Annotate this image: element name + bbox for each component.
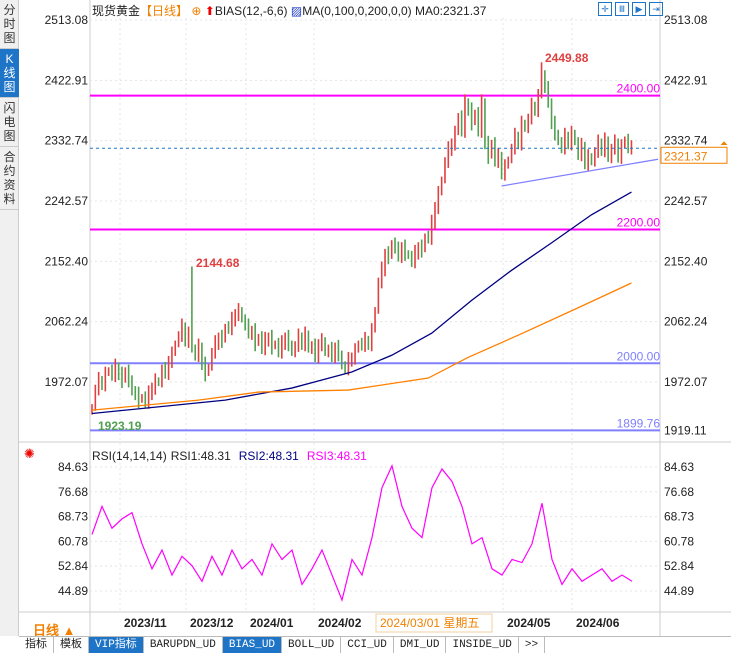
date-label: 2024/02 — [318, 616, 362, 630]
tab-bias[interactable]: BIAS_UD — [222, 637, 283, 653]
price-tick-left: 2152.40 — [45, 254, 89, 268]
ma-chart-icon: ▨ — [290, 4, 303, 18]
play-icon[interactable]: ▶ — [632, 2, 646, 16]
rsi-tick-left: 76.68 — [58, 485, 88, 499]
rsi-title: RSI(14,14,14) — [92, 449, 167, 463]
price-tick-right: 2332.74 — [664, 134, 708, 148]
rsi-header: RSI(14,14,14) RSI1:48.31 RSI2:48.31 RSI3:48… — [92, 449, 367, 463]
scroll-up-icon: ⏶ — [720, 138, 728, 149]
price-tick-right: 2242.57 — [664, 194, 708, 208]
cursor-date: 2024/03/01 星期五 — [380, 616, 479, 630]
ma0-value: MA0:2321.37 — [414, 4, 487, 18]
date-label: 2024/01 — [250, 616, 294, 630]
sidebar-tab-timeshare[interactable]: 分时图 — [0, 0, 19, 49]
rsi2-value: RSI2:48.31 — [239, 449, 299, 463]
rsi1-value: RSI1:48.31 — [171, 449, 231, 463]
rsi3-value: RSI3:48.31 — [307, 449, 367, 463]
rsi-tick-left: 68.73 — [58, 510, 88, 524]
price-tick-left: 2332.74 — [45, 134, 89, 148]
price-tick-left: 1972.07 — [45, 375, 89, 389]
crosshair-icon[interactable]: ✛ — [598, 2, 612, 16]
level-label: 2400.00 — [617, 82, 661, 96]
tab-dmi[interactable]: DMI_UD — [394, 637, 447, 653]
period-selector-label: 日线 — [33, 623, 60, 638]
rsi-tick-right: 52.84 — [664, 559, 694, 573]
period-label[interactable]: 【日线】 — [140, 4, 189, 18]
date-label: 2023/11 — [124, 616, 167, 630]
tab-boll[interactable]: BOLL_UD — [282, 637, 342, 653]
bias-indicator[interactable]: BIAS(12,-6,6) — [214, 4, 288, 18]
tab-templates[interactable]: 模板 — [54, 637, 89, 653]
tab-indicators[interactable]: 指标 — [19, 637, 54, 653]
price-tick-right-extra: 1919.11 — [664, 423, 707, 437]
cursor-date-box — [375, 613, 493, 633]
date-label: 2024/05 — [507, 616, 551, 630]
rsi-settings-icon: ✺ — [24, 446, 35, 461]
price-tick-right: 2152.40 — [664, 254, 708, 268]
price-tick-left: 2242.57 — [45, 194, 89, 208]
high-annotation: 2144.68 — [196, 256, 240, 270]
sidebar-tab-kline[interactable]: K线图 — [0, 49, 19, 98]
sidebar-tab-contract-info[interactable]: 合约资料 — [0, 147, 19, 210]
date-label: 2024/06 — [576, 616, 620, 630]
tab-cci[interactable]: CCI_UD — [341, 637, 394, 653]
price-tick-left: 2422.91 — [45, 73, 89, 87]
low-annotation: 1923.19 — [98, 419, 142, 433]
sidebar-tab-flash[interactable]: 闪电图 — [0, 98, 19, 147]
price-tick-left: 2513.08 — [45, 13, 89, 27]
tab-more[interactable]: >> — [519, 637, 546, 653]
current-price-box — [660, 146, 728, 164]
price-tick-right: 2513.08 — [664, 13, 708, 27]
current-price-label: 2321.37 — [664, 149, 708, 163]
tab-inside[interactable]: INSIDE_UD — [446, 637, 519, 653]
rsi-tick-right: 76.68 — [664, 485, 694, 499]
trend-line — [501, 158, 659, 187]
price-tick-right: 1972.07 — [664, 375, 708, 389]
rsi-tick-left: 52.84 — [58, 559, 88, 573]
level-label: 2000.00 — [617, 349, 661, 363]
ma100-line — [91, 191, 632, 415]
tab-barupdn[interactable]: BARUPDN_UD — [144, 637, 223, 653]
chart-header: 现货黄金【日线】 ⊕ ⬆BIAS(12,-6,6) ▨MA(0,100,0,20… — [92, 2, 486, 19]
ma-indicator[interactable]: MA(0,100,0,200,0,0) — [302, 4, 412, 18]
rsi-tick-right: 44.89 — [664, 584, 694, 598]
zoom-range-icon[interactable]: Ⅲ — [615, 2, 629, 16]
price-tick-right: 2422.91 — [664, 73, 708, 87]
symbol-name: 现货黄金 — [92, 4, 141, 18]
indicator-tabs: 指标 模板 VIP指标 BARUPDN_UD BIAS_UD BOLL_UD C… — [19, 636, 731, 653]
date-label: 2023/12 — [190, 616, 234, 630]
sidebar: 分时图 K线图 闪电图 合约资料 — [0, 0, 19, 636]
price-tick-right: 2062.24 — [664, 315, 708, 329]
rsi-tick-left: 44.89 — [58, 584, 88, 598]
target-icon[interactable]: ⊕ — [191, 4, 202, 18]
ma200-line — [91, 282, 632, 411]
up-arrow-icon: ⬆ — [204, 4, 215, 18]
rsi-tick-left: 60.78 — [58, 534, 88, 548]
price-tick-left: 2062.24 — [45, 315, 89, 329]
rsi-tick-right: 68.73 — [664, 510, 694, 524]
period-selector[interactable]: 日线 ▲ — [33, 623, 76, 638]
level-label: 2200.00 — [617, 215, 661, 229]
rsi-tick-left: 84.63 — [58, 460, 88, 474]
high-annotation: 2449.88 — [545, 51, 589, 65]
step-forward-icon[interactable]: ⇥ — [649, 2, 663, 16]
rsi-tick-right: 84.63 — [664, 460, 694, 474]
rsi-tick-right: 60.78 — [664, 534, 694, 548]
tab-vip-indicators[interactable]: VIP指标 — [89, 637, 144, 653]
chart-toolbar: ✛ Ⅲ ▶ ⇥ — [598, 2, 663, 16]
rsi-line — [91, 464, 633, 602]
level-label: 1899.76 — [617, 416, 661, 430]
